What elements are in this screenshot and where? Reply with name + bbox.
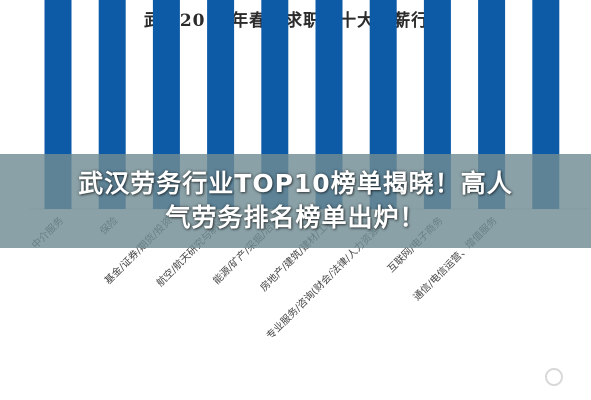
watermark-icon: [545, 368, 563, 386]
headline-banner: 武汉劳务行业TOP10榜单揭晓！高人 气劳务排名榜单出炉！: [0, 154, 591, 248]
headline-line-1: 武汉劳务行业TOP10榜单揭晓！高人: [78, 169, 513, 198]
headline-line-2: 气劳务排名榜单出炉！: [165, 203, 426, 232]
